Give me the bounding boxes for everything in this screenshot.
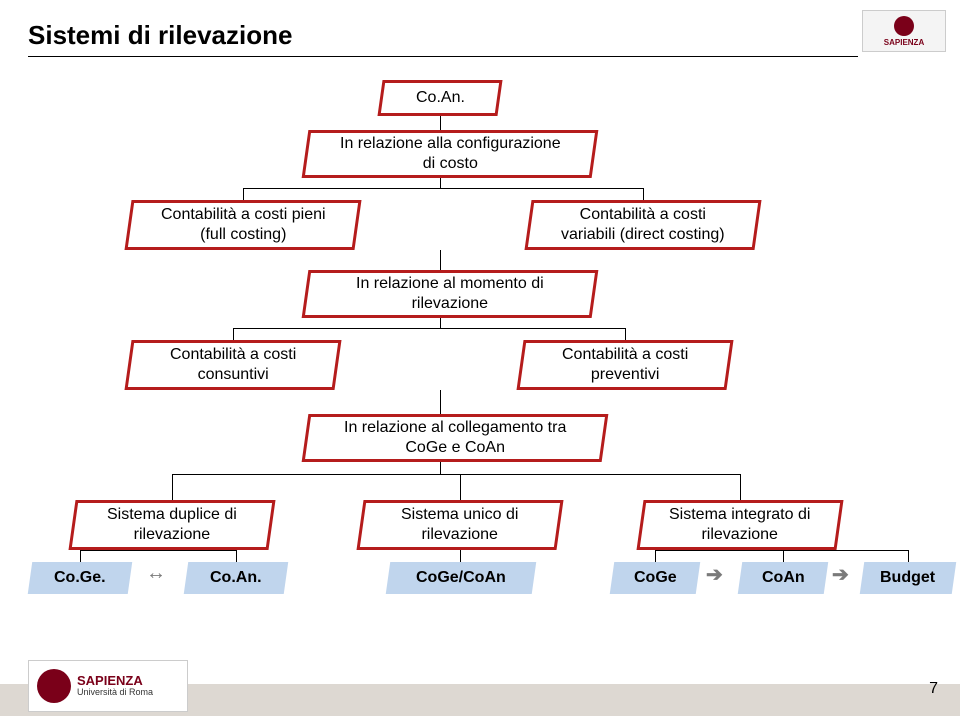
node-label: Sistema integrato dirilevazione [669,505,810,545]
crest-icon [894,16,914,36]
connector-line [80,550,236,551]
tag-label: Co.Ge. [54,569,106,587]
connector-line [172,474,173,500]
university-logo-top: SAPIENZA [862,10,946,52]
university-subtitle: Università di Roma [77,688,153,698]
connector-line [783,550,784,562]
connector-line [440,390,441,414]
node-label: Contabilità a costi pieni(full costing) [161,205,326,245]
root-node-label: Co.An. [416,88,465,108]
tag-coge-coan: CoGe/CoAn [386,562,536,594]
university-name: SAPIENZA [77,674,153,688]
connector-line [440,250,441,270]
section-header-label: In relazione al momento dirilevazione [356,274,544,314]
tag-coan-2: CoAn [738,562,828,594]
connector-line [440,318,441,328]
node-label: Sistema unico dirilevazione [401,505,518,545]
connector-line [740,474,741,500]
section-header-configurazione: In relazione alla configurazionedi costo [302,130,599,178]
connector-line [643,188,644,200]
connector-line [440,116,441,130]
connector-line [243,188,244,200]
node-costi-pieni: Contabilità a costi pieni(full costing) [124,200,361,250]
connector-line [655,550,656,562]
tag-budget: Budget [860,562,956,594]
crest-icon [37,669,71,703]
tag-label: Budget [880,569,935,587]
university-text: SAPIENZA Università di Roma [77,674,153,698]
node-sistema-unico: Sistema unico dirilevazione [356,500,563,550]
tag-coge: Co.Ge. [28,562,132,594]
tag-label: CoAn [762,569,805,587]
university-name: SAPIENZA [884,38,924,47]
section-header-label: In relazione al collegamento traCoGe e C… [344,418,566,458]
arrow-icon: ➔ [706,562,723,587]
connector-line [460,550,461,562]
node-label: Contabilità a costipreventivi [562,345,688,385]
arrow-icon: ↔ [146,562,166,585]
connector-line [243,188,643,189]
tag-label: CoGe/CoAn [416,569,506,587]
node-sistema-integrato: Sistema integrato dirilevazione [636,500,843,550]
connector-line [625,328,626,340]
node-costi-preventivi: Contabilità a costipreventivi [516,340,733,390]
section-header-collegamento: In relazione al collegamento traCoGe e C… [302,414,609,462]
node-label: Contabilità a costivariabili (direct cos… [561,205,725,245]
node-costi-consuntivi: Contabilità a costiconsuntivi [124,340,341,390]
arrow-icon: ➔ [832,562,849,587]
section-header-label: In relazione alla configurazionedi costo [340,134,561,174]
university-logo-bottom: SAPIENZA Università di Roma [28,660,188,712]
connector-line [440,462,441,474]
connector-line [236,550,237,562]
tag-label: CoGe [634,569,677,587]
tag-label: Co.An. [210,569,262,587]
connector-line [655,550,908,551]
connector-line [233,328,625,329]
connector-line [80,550,81,562]
page-number: 7 [929,680,938,698]
connector-line [233,328,234,340]
tag-coge-2: CoGe [610,562,700,594]
connector-line [440,178,441,188]
tag-coan: Co.An. [184,562,288,594]
node-sistema-duplice: Sistema duplice dirilevazione [68,500,275,550]
node-label: Contabilità a costiconsuntivi [170,345,296,385]
title-underline [28,56,858,57]
page-title: Sistemi di rilevazione [28,20,292,51]
section-header-momento: In relazione al momento dirilevazione [302,270,599,318]
connector-line [460,474,461,500]
node-label: Sistema duplice dirilevazione [107,505,237,545]
root-node: Co.An. [377,80,502,116]
node-costi-variabili: Contabilità a costivariabili (direct cos… [524,200,761,250]
connector-line [908,550,909,562]
connector-line [172,474,740,475]
